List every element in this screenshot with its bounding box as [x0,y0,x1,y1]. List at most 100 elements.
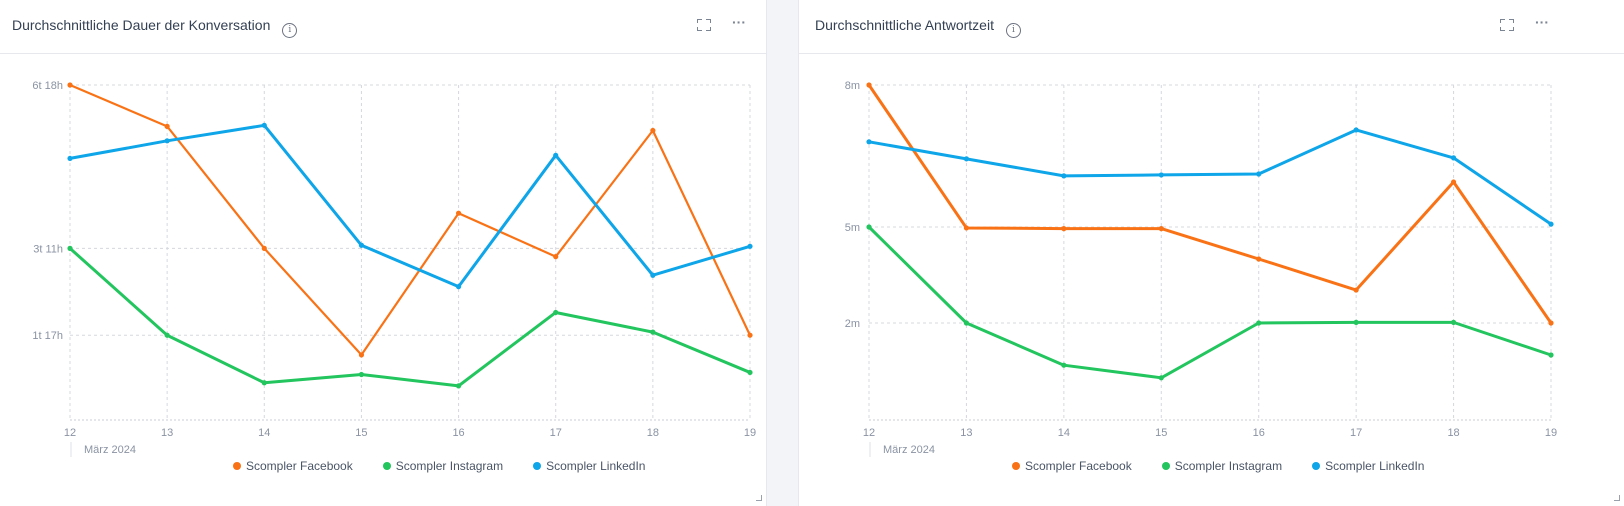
series-line-instagram [867,225,1553,380]
data-point-linkedin [553,152,559,158]
legend-label: Scompler LinkedIn [1325,459,1425,473]
x-tick-label: 17 [550,427,562,439]
data-point-facebook [1061,226,1067,232]
data-point-instagram [650,329,656,335]
data-point-linkedin [358,242,365,248]
x-tick-label: 15 [1155,427,1167,439]
legend-item-instagram[interactable]: Scompler Instagram [1161,459,1283,473]
info-icon[interactable]: i [282,23,298,38]
resize-handle[interactable] [1614,495,1620,501]
legend-label: Scompler Instagram [1174,459,1283,473]
legend-label: Scompler LinkedIn [546,459,646,473]
more-horizontal-icon: ··· [1535,14,1549,30]
data-point-facebook [1158,226,1164,232]
data-point-instagram [1158,375,1164,381]
legend-item-facebook[interactable]: Scompler Facebook [1012,459,1132,473]
y-tick-label: 2m [845,318,860,330]
data-point-linkedin [1450,155,1457,161]
y-tick-label: 1t 17h [32,330,63,342]
data-point-linkedin [1061,173,1067,179]
data-point-facebook [963,225,970,231]
legend-marker-icon [1312,462,1321,470]
chart-card-response-time: Durchschnittliche Antwortzeit i ··· 2m 5m 8… [798,0,1624,506]
info-icon[interactable]: i [1005,23,1021,38]
data-point-facebook [1548,320,1554,326]
legend-label: Scompler Instagram [395,459,504,473]
card-title: Durchschnittliche Dauer der Konversation… [12,17,298,38]
legend-item-linkedin[interactable]: Scompler LinkedIn [1312,459,1424,473]
expand-button[interactable] [694,15,714,35]
data-point-instagram [1353,319,1359,325]
data-point-linkedin [1548,221,1554,227]
card-title-text: Durchschnittliche Antwortzeit [815,17,994,33]
data-point-linkedin [67,155,73,162]
data-point-facebook [650,127,656,134]
card-header: Durchschnittliche Dauer der Konversation… [0,0,766,54]
data-point-linkedin [866,139,872,145]
data-point-facebook [866,82,872,88]
x-tick-label: 12 [64,427,76,439]
data-point-facebook [67,82,73,88]
legend-label: Scompler Facebook [1025,459,1132,473]
legend-item-instagram[interactable]: Scompler Instagram [382,459,504,473]
x-tick-label: 14 [1058,427,1070,439]
more-options-button[interactable]: ··· [729,15,749,35]
data-point-instagram [1256,320,1262,326]
expand-icon [1500,19,1514,31]
legend-marker-icon [382,462,391,470]
data-point-instagram [1450,319,1457,325]
data-point-facebook [164,123,170,129]
more-horizontal-icon: ··· [732,14,746,30]
data-point-facebook [553,254,559,260]
series-line-facebook [867,83,1553,325]
data-point-instagram [455,383,462,389]
x-tick-label: 14 [258,427,270,439]
more-options-button[interactable]: ··· [1532,15,1552,35]
chart-legend: Scompler Facebook Scompler Instagram Scomp… [1012,459,1424,473]
card-title-text: Durchschnittliche Dauer der Konversation [12,17,271,33]
data-point-linkedin [963,156,970,162]
series-line-facebook [68,83,752,356]
y-tick-label: 3t 11h [33,243,63,255]
data-point-linkedin [1353,127,1359,133]
data-point-instagram [747,369,753,376]
series-line-linkedin [68,123,752,289]
y-tick-label: 5m [845,222,860,234]
x-tick-label: 16 [452,427,464,439]
data-point-linkedin [261,122,267,128]
x-tick-label: 19 [744,427,756,439]
line-chart-response-time: 2m 5m 8m 12 13 14 15 16 17 18 19 März 2024 [845,80,1557,457]
data-point-instagram [358,371,365,378]
data-point-facebook [358,352,365,358]
data-point-linkedin [747,243,753,249]
x-tick-label: 16 [1253,427,1265,439]
data-point-facebook [1353,287,1359,293]
data-point-instagram [164,332,170,338]
legend-label: Scompler Facebook [246,459,353,473]
legend-marker-icon [1012,462,1020,470]
series-line-linkedin [867,128,1553,226]
expand-button[interactable] [1497,15,1517,35]
data-point-facebook [455,210,462,216]
card-title: Durchschnittliche Antwortzeit i [815,17,1021,38]
data-point-instagram [1548,352,1554,358]
data-point-linkedin [650,272,656,278]
legend-marker-icon [533,462,542,470]
card-header: Durchschnittliche Antwortzeit i ··· [799,0,1624,54]
x-tick-label: 19 [1545,427,1557,439]
x-tick-label: 13 [161,427,173,439]
line-chart-conversation-duration: 1t 17h 3t 11h 6t 18h 12 13 14 15 16 17 18 19 März 2… [32,80,756,457]
series-line-instagram [68,246,752,388]
resize-handle[interactable] [756,495,762,501]
data-point-linkedin [455,284,462,290]
data-point-instagram [866,224,872,230]
expand-icon [697,19,711,31]
data-point-linkedin [164,138,170,144]
x-tick-label: 15 [355,427,367,439]
data-point-facebook [261,245,267,251]
data-point-instagram [553,309,559,316]
legend-item-linkedin[interactable]: Scompler LinkedIn [533,459,645,473]
legend-marker-icon [233,462,241,470]
legend-item-facebook[interactable]: Scompler Facebook [233,459,353,473]
data-point-instagram [67,245,73,251]
